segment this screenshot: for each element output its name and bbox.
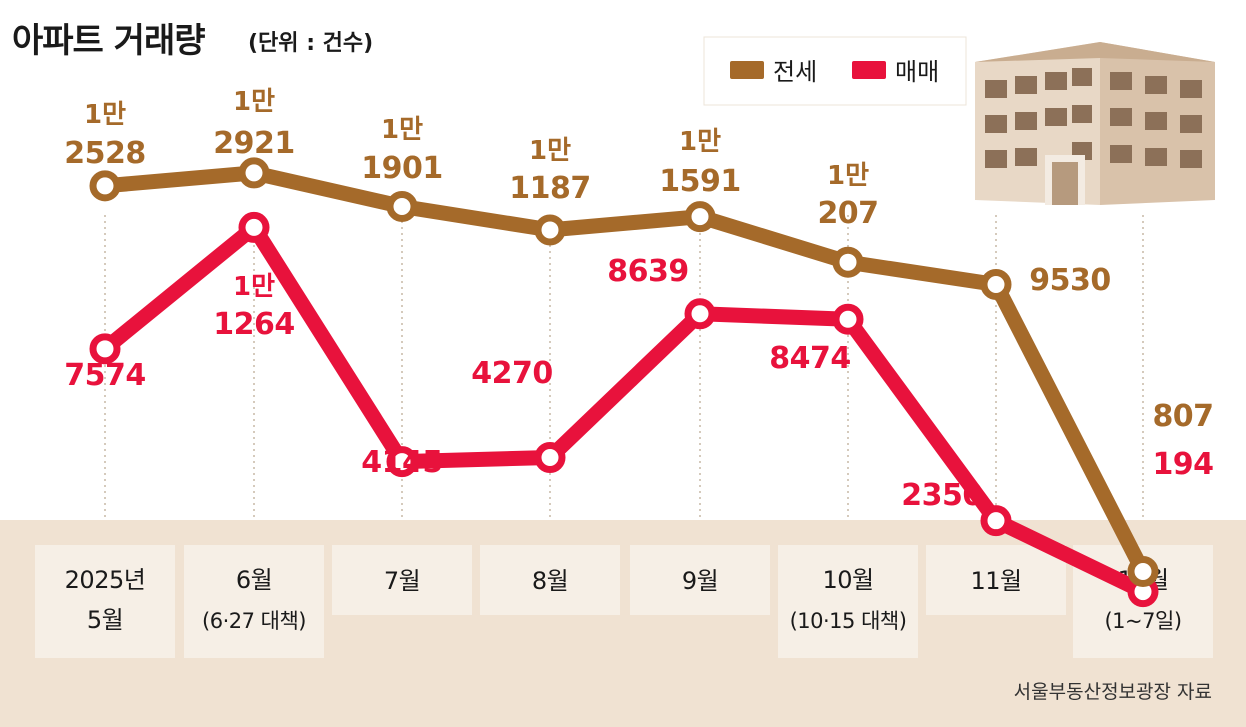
source-note: 서울부동산정보광장 자료 [1014, 681, 1212, 703]
jeonse-label-prefix: 1만 [679, 127, 721, 157]
category-label: 9월 [682, 567, 718, 595]
legend-jeonse-swatch [730, 61, 764, 79]
category-sublabel: (1~7일) [1104, 609, 1181, 633]
jeonse-point [238, 157, 270, 189]
maemae-data-label: 8474 [769, 341, 851, 376]
series-group [89, 157, 1159, 608]
category-sublabel: (10·15 대책) [790, 609, 907, 633]
maemae-point [238, 211, 270, 243]
category-label: 6월 [236, 566, 272, 594]
jeonse-data-label: 2921 [213, 126, 295, 161]
jeonse-series-line [97, 165, 1151, 579]
legend-maemae-label: 매매 [895, 58, 939, 86]
maemae-data-label: 1264 [213, 307, 295, 342]
category-box [35, 545, 175, 658]
maemae-point [684, 298, 716, 330]
category-label: 8월 [532, 567, 568, 595]
maemae-series-line [97, 219, 1151, 600]
jeonse-label-prefix: 1만 [233, 87, 275, 117]
building-illustration [975, 42, 1215, 205]
category-label: 7월 [384, 567, 420, 595]
maemae-label-prefix: 1만 [233, 272, 275, 302]
category-box [630, 545, 770, 615]
maemae-point [832, 303, 864, 335]
legend: 전세 매매 [703, 36, 967, 106]
category-box [332, 545, 472, 615]
maemae-data-label: 4145 [361, 445, 443, 480]
maemae-point [89, 333, 121, 365]
jeonse-label-prefix: 1만 [381, 115, 423, 145]
jeonse-data-label: 1591 [659, 164, 741, 199]
maemae-data-label: 7574 [64, 358, 146, 393]
jeonse-point [684, 201, 716, 233]
category-box [184, 545, 324, 658]
jeonse-point [89, 170, 121, 202]
legend-maemae-swatch [852, 61, 886, 79]
jeonse-data-label: 807 [1152, 399, 1213, 434]
category-label: 5월 [87, 606, 123, 634]
jeonse-point [980, 268, 1012, 300]
jeonse-point [1127, 555, 1159, 587]
category-label: 2025년 [65, 566, 146, 594]
chart-title: 아파트 거래량 [12, 21, 205, 61]
category-label: 10월 [822, 566, 873, 594]
jeonse-label-prefix: 1만 [84, 100, 126, 130]
maemae-data-label: 194 [1152, 447, 1213, 482]
maemae-data-label: 4270 [471, 356, 553, 391]
maemae-data-label: 8639 [607, 254, 689, 289]
category-box [926, 545, 1066, 615]
jeonse-point [534, 214, 566, 246]
jeonse-label-prefix: 1만 [827, 161, 869, 191]
category-box [480, 545, 620, 615]
data-labels: 1만 2528 1만 2921 1만 1901 1만 1187 1만 1591 1만 207 9530 8… [64, 87, 1214, 513]
jeonse-data-label: 9530 [1029, 263, 1111, 298]
jeonse-data-label: 1901 [361, 151, 443, 186]
maemae-point [534, 442, 566, 474]
category-sublabel: (6·27 대책) [202, 609, 306, 633]
category-box [778, 545, 918, 658]
jeonse-data-label: 1187 [509, 171, 591, 206]
jeonse-label-prefix: 1만 [529, 136, 571, 166]
jeonse-data-label: 2528 [64, 136, 146, 171]
maemae-data-label: 2350 [901, 478, 983, 513]
jeonse-data-label: 207 [817, 196, 878, 231]
unit-label: (단위 : 건수) [248, 31, 373, 56]
category-label: 11월 [970, 567, 1021, 595]
legend-jeonse-label: 전세 [773, 58, 817, 86]
maemae-point [980, 505, 1012, 537]
jeonse-point [386, 190, 418, 222]
maemae-point [386, 446, 418, 478]
jeonse-point [832, 246, 864, 278]
category-axis: 2025년 5월 6월 (6·27 대책) 7월 8월 9월 10월 (10·15 대책) 11월… [35, 545, 1213, 658]
